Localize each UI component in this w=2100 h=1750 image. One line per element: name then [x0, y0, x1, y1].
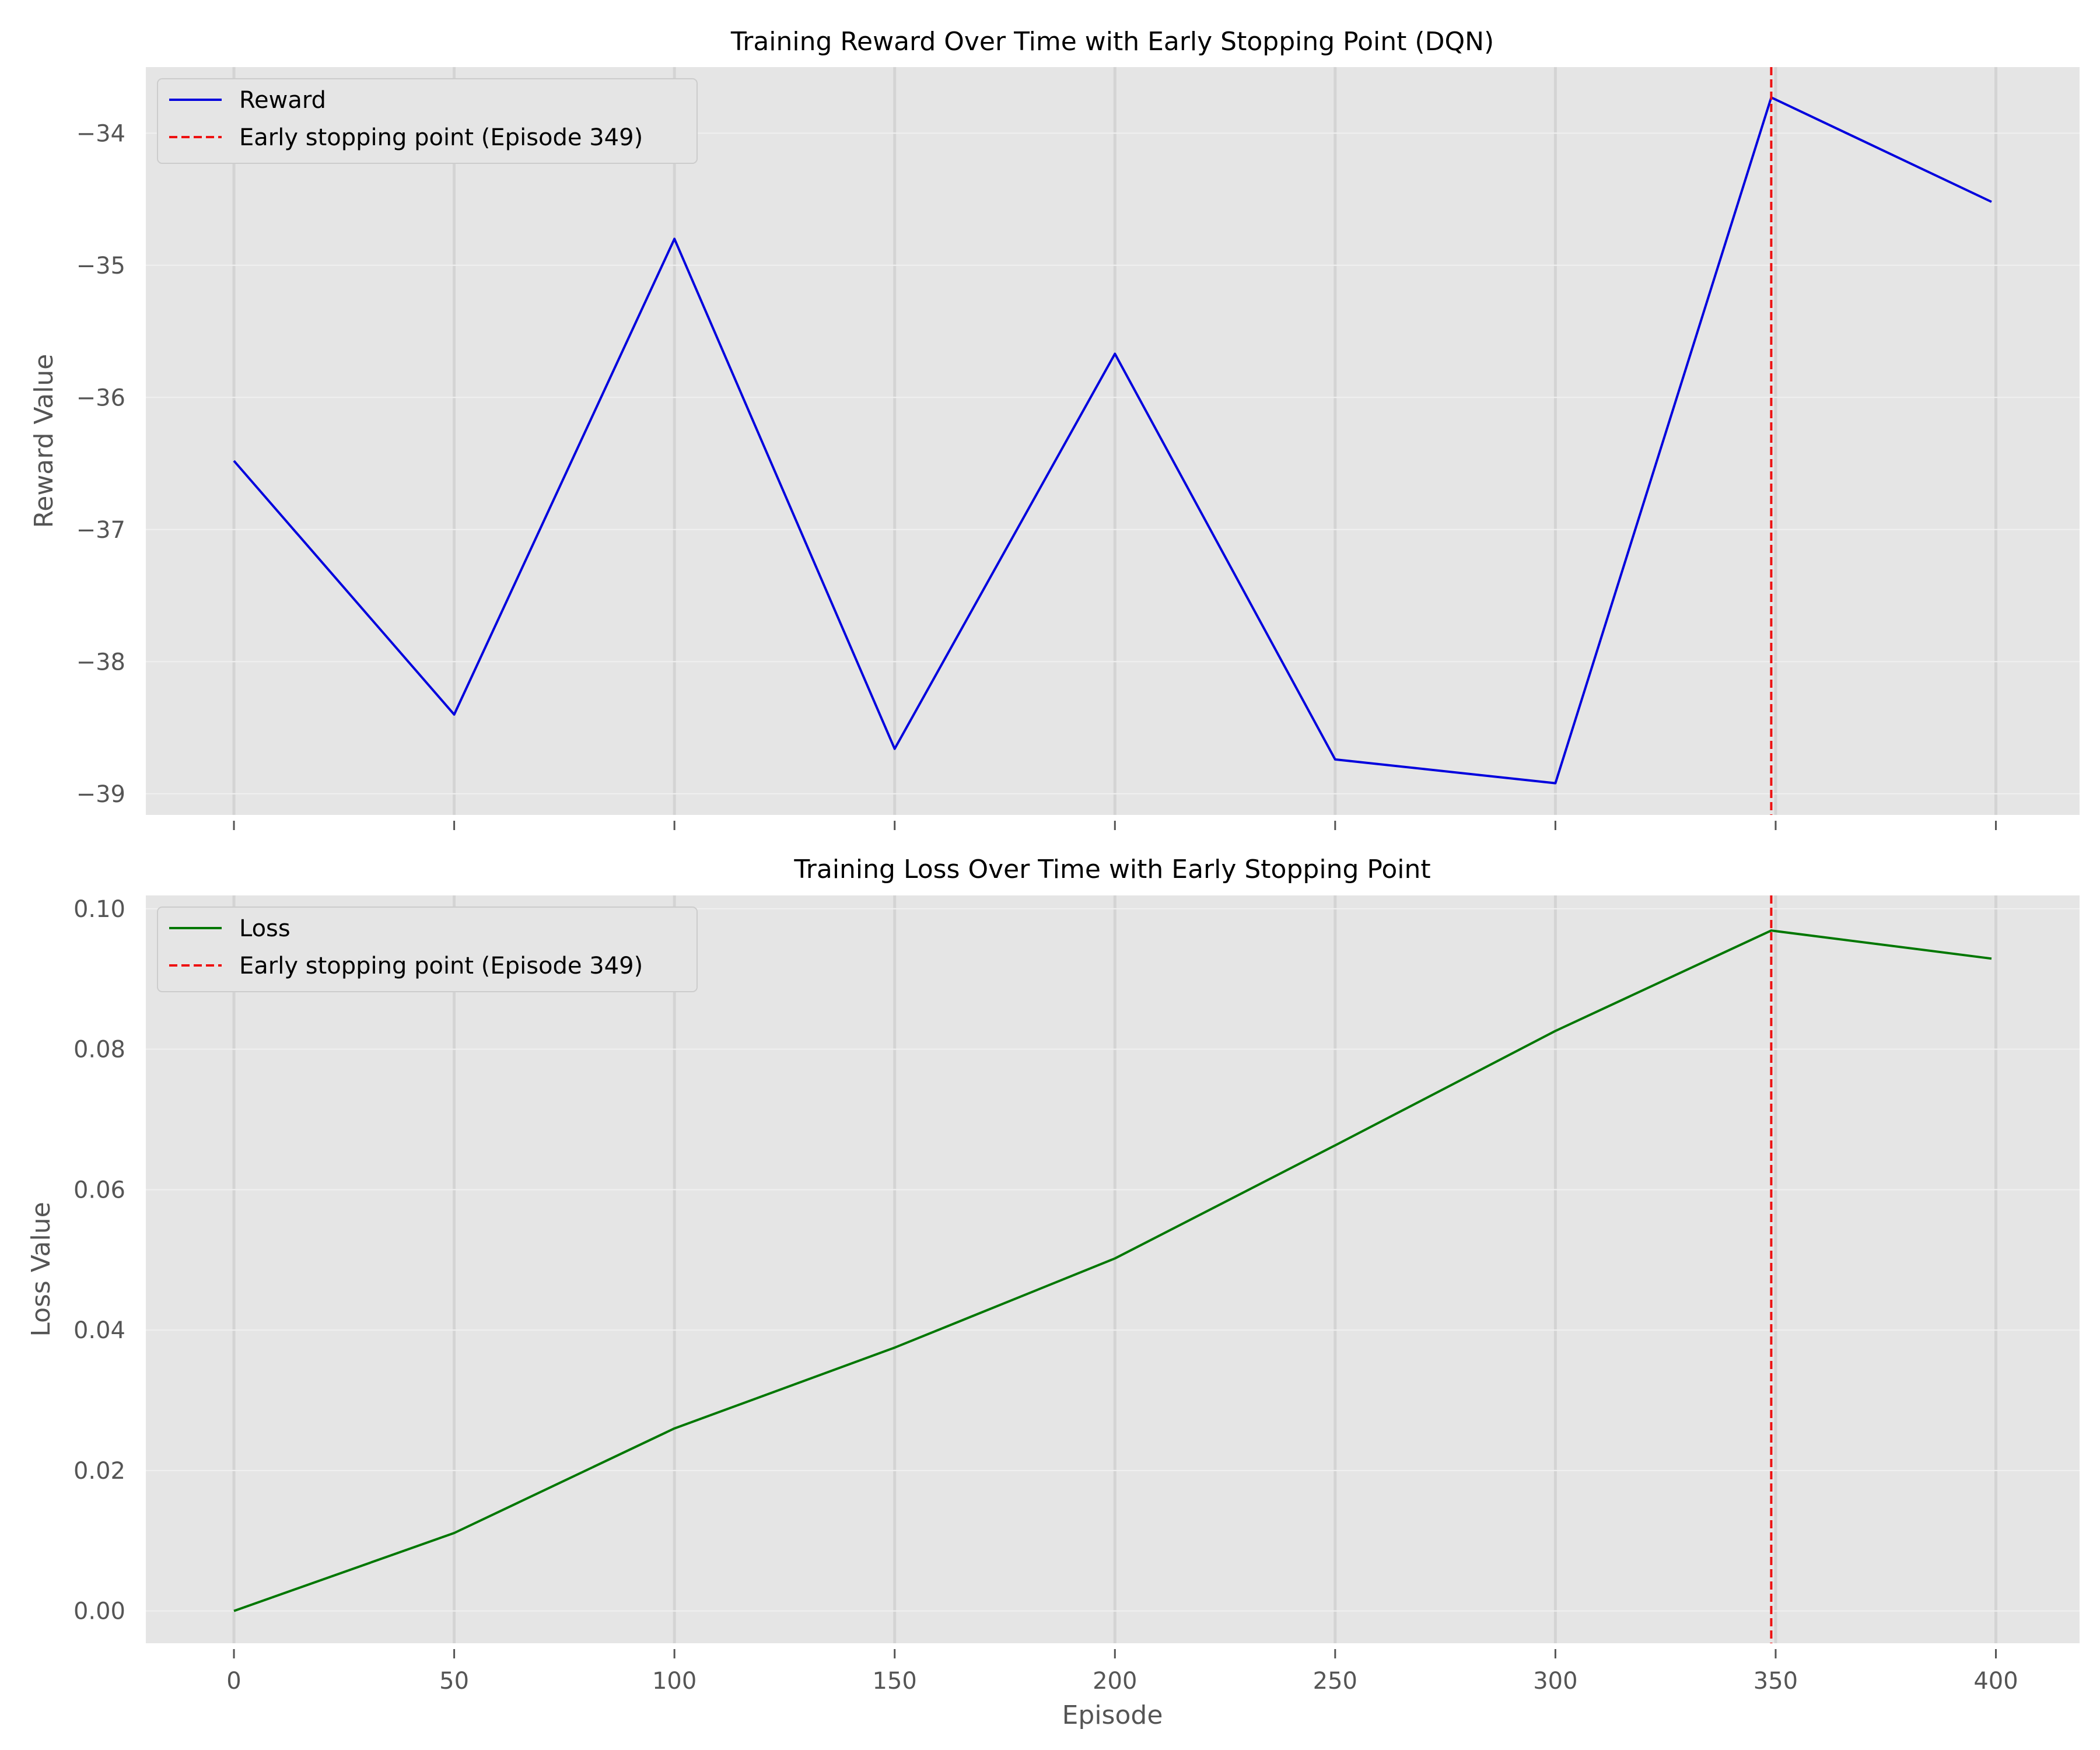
loss-chart-title: Training Loss Over Time with Early Stopp… [793, 855, 1430, 884]
loss-y-axis-label: Loss Value [26, 1202, 56, 1336]
reward-grid [146, 67, 2080, 815]
loss-x-tick-label: 400 [1973, 1668, 2018, 1695]
loss-x-tick-label: 150 [873, 1668, 917, 1695]
loss-ticks: 0 50 100 150 200 250 300 350 400 0.00 0.02 0.04 0.06… [74, 896, 2018, 1695]
loss-legend-box [157, 907, 698, 992]
x-axis-label: Episode [1062, 1700, 1163, 1730]
reward-legend-box [157, 78, 698, 164]
reward-chart-title: Training Reward Over Time with Early Sto… [730, 27, 1494, 57]
loss-chart: 0 50 100 150 200 250 300 350 400 0.00 0.02 0.04 0.06… [26, 855, 2080, 1730]
loss-x-tick-label: 350 [1754, 1668, 1798, 1695]
reward-y-tick-label: −35 [76, 253, 125, 279]
loss-plot-area [146, 895, 2080, 1643]
loss-series [233, 895, 1992, 1643]
loss-series-line [233, 929, 1992, 1612]
reward-y-tick-label: −34 [76, 120, 125, 147]
reward-legend-label: Reward [239, 87, 326, 114]
loss-y-tick-label: 0.04 [74, 1317, 125, 1344]
loss-y-tick-label: 0.10 [74, 896, 125, 923]
loss-x-tick-label: 0 [226, 1668, 241, 1695]
loss-x-tick-label: 100 [652, 1668, 696, 1695]
loss-legend-label: Loss [239, 915, 290, 942]
loss-x-tick-label: 50 [439, 1668, 469, 1695]
reward-legend: Reward Early stopping point (Episode 349… [157, 78, 698, 164]
reward-y-tick-label: −37 [76, 517, 125, 544]
reward-y-tick-label: −38 [76, 649, 125, 676]
loss-x-tick-label: 200 [1093, 1668, 1137, 1695]
reward-y-tick-label: −36 [76, 384, 125, 411]
reward-y-axis-label: Reward Value [29, 354, 59, 528]
loss-grid [146, 895, 2080, 1643]
loss-y-tick-label: 0.08 [74, 1037, 125, 1063]
reward-chart: −39 −38 −37 −36 −35 −34 Training Reward Over … [29, 27, 2080, 830]
loss-x-tick-label: 300 [1533, 1668, 1577, 1695]
reward-y-tick-label: −39 [76, 781, 125, 808]
reward-legend-vline-label: Early stopping point (Episode 349) [239, 124, 643, 151]
loss-legend: Loss Early stopping point (Episode 349) [157, 907, 698, 992]
reward-ticks: −39 −38 −37 −36 −35 −34 [76, 120, 1997, 830]
loss-legend-vline-label: Early stopping point (Episode 349) [239, 953, 643, 979]
loss-y-tick-label: 0.02 [74, 1458, 125, 1485]
loss-y-tick-label: 0.06 [74, 1177, 125, 1203]
loss-x-tick-label: 250 [1313, 1668, 1357, 1695]
reward-plot-area [146, 67, 2080, 815]
reward-series [233, 67, 1992, 815]
loss-y-tick-label: 0.00 [74, 1598, 125, 1625]
reward-series-line [233, 96, 1992, 785]
